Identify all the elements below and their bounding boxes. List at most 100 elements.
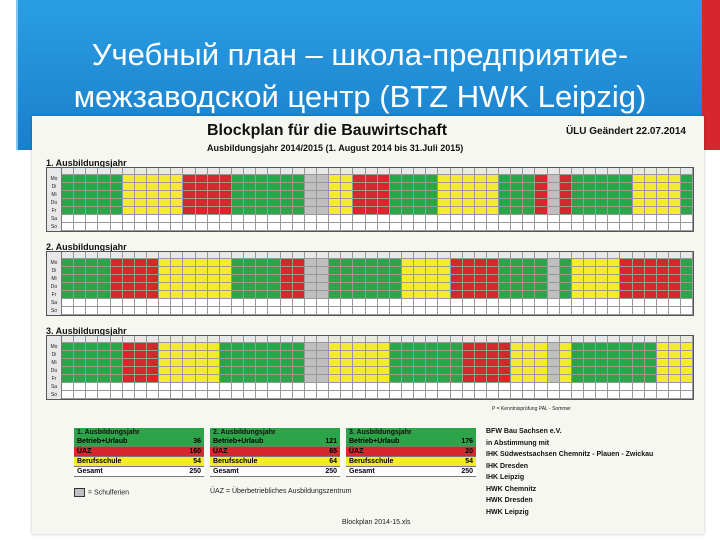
schedule-cell bbox=[511, 199, 524, 207]
schedule-cell bbox=[195, 275, 208, 283]
schedule-cell bbox=[353, 375, 366, 383]
schedule-cell bbox=[122, 283, 135, 291]
slide-title-line1: Учебный план – школа-предприятие- bbox=[91, 37, 629, 72]
schedule-cell bbox=[219, 215, 232, 223]
schedule-cell bbox=[98, 183, 111, 191]
schedule-cell bbox=[608, 299, 621, 307]
schedule-cell bbox=[219, 375, 232, 383]
day-row: Do bbox=[47, 199, 694, 207]
schedule-cell bbox=[244, 259, 257, 267]
document-updated: ÜLU Geändert 22.07.2014 bbox=[565, 126, 686, 137]
month-cell bbox=[74, 336, 87, 343]
schedule-cell bbox=[608, 351, 621, 359]
schedule-cell bbox=[110, 299, 123, 307]
schedule-cell bbox=[280, 207, 293, 215]
schedule-cell bbox=[329, 215, 342, 223]
schedule-cell bbox=[110, 367, 123, 375]
month-cell bbox=[669, 168, 682, 175]
schedule-cell bbox=[159, 267, 172, 275]
schedule-cell bbox=[365, 267, 378, 275]
schedule-cell bbox=[571, 175, 585, 183]
schedule-cell bbox=[304, 207, 317, 215]
month-cell bbox=[511, 168, 524, 175]
schedule-cell bbox=[656, 359, 670, 367]
schedule-cell bbox=[474, 183, 487, 191]
schedule-cell bbox=[280, 291, 293, 299]
schedule-cell bbox=[596, 351, 609, 359]
month-cell bbox=[365, 168, 378, 175]
month-cell bbox=[486, 252, 500, 259]
legend-value: 65 bbox=[329, 448, 337, 455]
schedule-cell bbox=[280, 267, 293, 275]
schedule-cell bbox=[280, 191, 293, 199]
month-header-row bbox=[47, 168, 694, 175]
schedule-cell bbox=[171, 267, 184, 275]
schedule-cell bbox=[171, 259, 184, 267]
schedule-cell bbox=[486, 275, 500, 283]
schedule-cell bbox=[244, 207, 257, 215]
schedule-cell bbox=[486, 359, 500, 367]
schedule-cell bbox=[86, 199, 99, 207]
schedule-cell bbox=[134, 391, 147, 399]
schedule-cell bbox=[596, 299, 609, 307]
schedule-cell bbox=[134, 299, 147, 307]
schedule-cell bbox=[159, 359, 172, 367]
schedule-cell bbox=[183, 299, 196, 307]
schedule-cell bbox=[438, 191, 451, 199]
schedule-cell bbox=[669, 351, 682, 359]
schedule-cell bbox=[365, 291, 378, 299]
schedule-cell bbox=[268, 299, 281, 307]
day-label: Do bbox=[47, 367, 62, 375]
schedule-cell bbox=[62, 359, 75, 367]
schedule-cell bbox=[656, 383, 670, 391]
schedule-cell bbox=[244, 191, 257, 199]
schedule-cell bbox=[426, 291, 439, 299]
schedule-cell bbox=[122, 175, 135, 183]
schedule-cell bbox=[280, 199, 293, 207]
month-cell bbox=[146, 252, 160, 259]
schedule-cell bbox=[486, 199, 500, 207]
schedule-cell bbox=[341, 267, 354, 275]
schedule-cell bbox=[292, 207, 305, 215]
schedule-cell bbox=[608, 207, 621, 215]
month-cell bbox=[122, 252, 135, 259]
schedule-cell bbox=[644, 199, 657, 207]
schedule-cell bbox=[74, 199, 87, 207]
schedule-cell bbox=[365, 223, 378, 231]
schedule-cell bbox=[559, 199, 572, 207]
schedule-cell bbox=[584, 299, 597, 307]
schedule-cell bbox=[535, 267, 548, 275]
schedule-cell bbox=[486, 191, 500, 199]
month-cell bbox=[86, 336, 99, 343]
schedule-cell bbox=[486, 207, 500, 215]
month-cell bbox=[159, 336, 172, 343]
schedule-cell bbox=[438, 215, 451, 223]
schedule-cell bbox=[231, 375, 245, 383]
day-row: Sa bbox=[47, 215, 694, 223]
schedule-cell bbox=[571, 383, 585, 391]
schedule-cell bbox=[98, 391, 111, 399]
schedule-cell bbox=[146, 223, 160, 231]
day-row: Mi bbox=[47, 359, 694, 367]
schedule-cell bbox=[365, 383, 378, 391]
schedule-cell bbox=[268, 199, 281, 207]
schedule-cell bbox=[486, 183, 500, 191]
schedule-cell bbox=[62, 267, 75, 275]
month-cell bbox=[499, 252, 512, 259]
schedule-cell bbox=[329, 351, 342, 359]
schedule-cell bbox=[656, 215, 670, 223]
day-row: Di bbox=[47, 351, 694, 359]
schedule-cell bbox=[231, 275, 245, 283]
day-row: Mo bbox=[47, 175, 694, 183]
schedule-cell bbox=[426, 191, 439, 199]
schedule-cell bbox=[110, 283, 123, 291]
schedule-cell bbox=[134, 223, 147, 231]
schedule-cell bbox=[134, 343, 147, 351]
schedule-cell bbox=[365, 307, 378, 315]
schedule-cell bbox=[98, 215, 111, 223]
month-cell bbox=[656, 252, 670, 259]
schedule-cell bbox=[474, 383, 487, 391]
schedule-cell bbox=[547, 375, 560, 383]
schedule-cell bbox=[159, 183, 172, 191]
schedule-cell bbox=[98, 259, 111, 267]
